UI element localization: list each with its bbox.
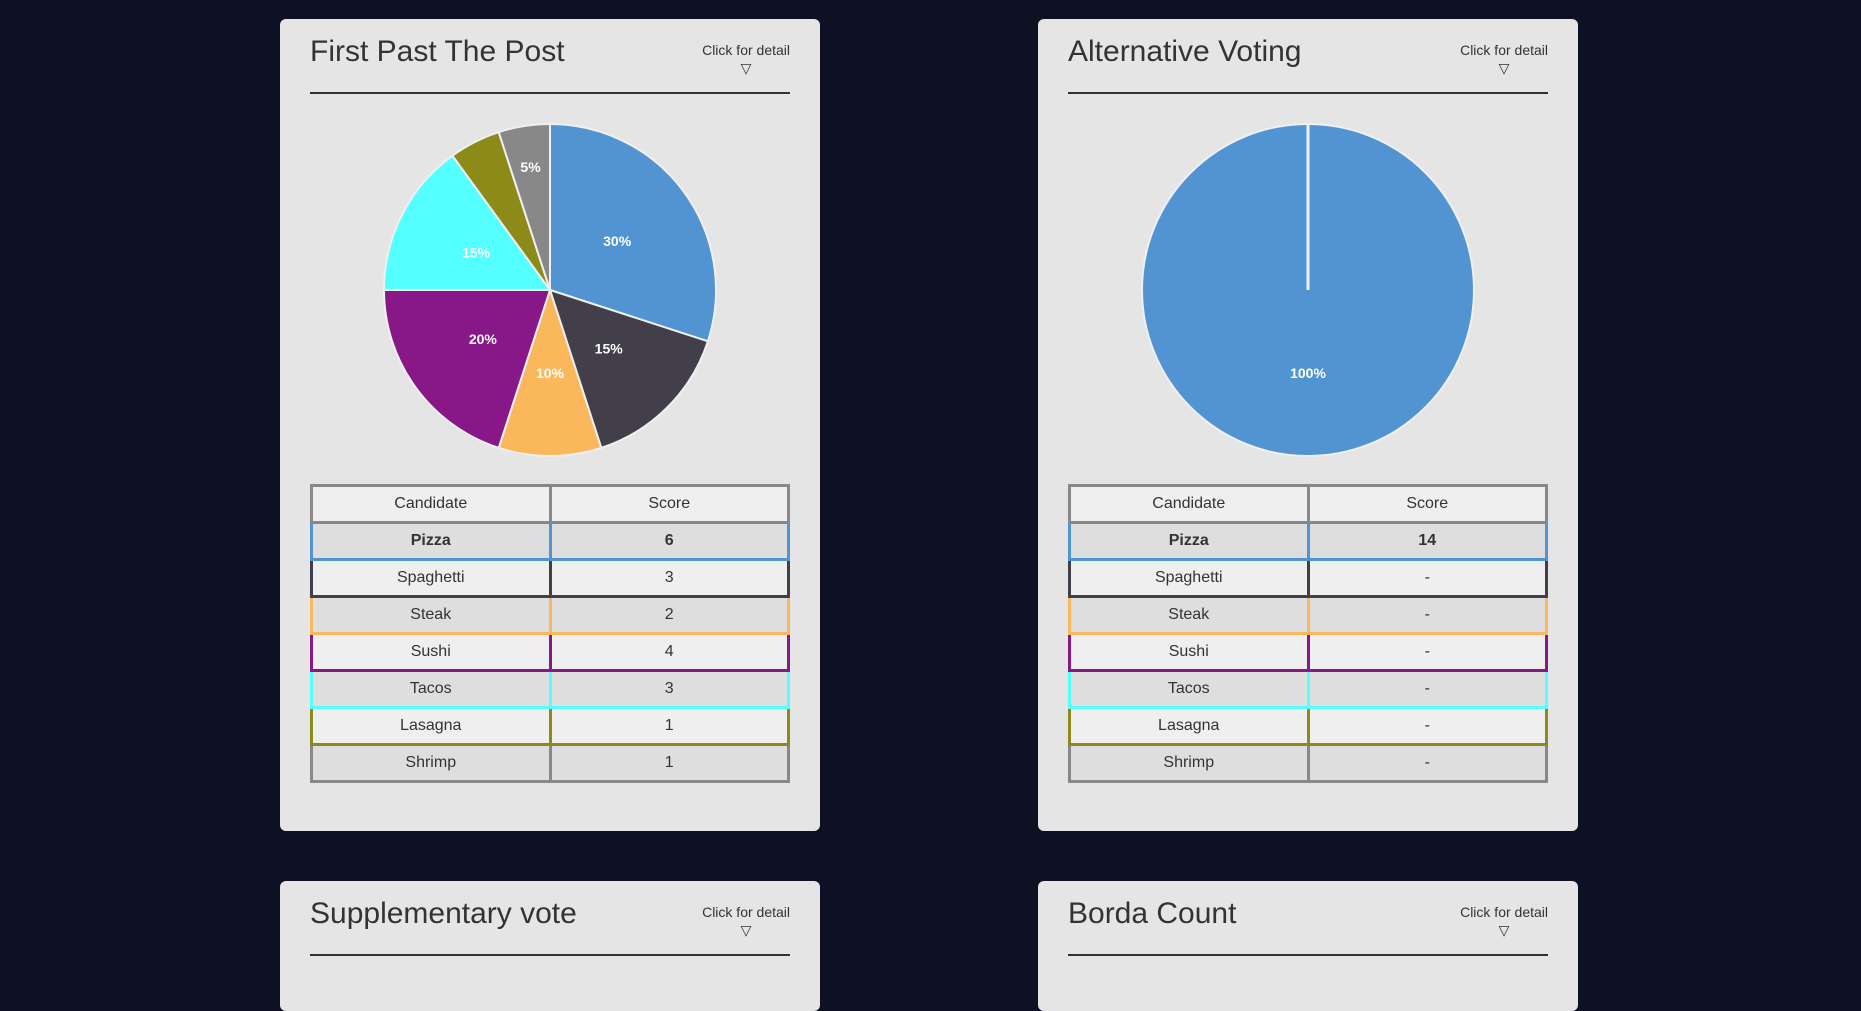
card-alternative-voting: Alternative Voting Click for detail ▽ 10… <box>1038 19 1578 831</box>
score-table: Candidate Score Pizza 14 Spaghetti - Steak - S… <box>1068 484 1548 783</box>
candidate-header: Candidate <box>1068 484 1310 524</box>
table-row: Lasagna - <box>1068 706 1548 746</box>
candidate-cell: Shrimp <box>310 743 552 783</box>
candidate-cell: Steak <box>1068 595 1310 635</box>
candidate-cell: Tacos <box>310 669 552 709</box>
score-header: Score <box>548 484 790 524</box>
table-row: Sushi 4 <box>310 632 790 672</box>
table-row: Spaghetti 3 <box>310 558 790 598</box>
candidate-cell: Steak <box>310 595 552 635</box>
candidate-cell: Spaghetti <box>1068 558 1310 598</box>
pie-label: 15% <box>462 244 491 260</box>
score-cell: 6 <box>548 521 790 561</box>
detail-label: Click for detail <box>702 42 790 58</box>
pie-chart-svg: 100% <box>1141 123 1475 457</box>
table-row: Spaghetti - <box>1068 558 1548 598</box>
candidate-cell: Shrimp <box>1068 743 1310 783</box>
table-row: Pizza 14 <box>1068 521 1548 561</box>
card-title: Alternative Voting <box>1068 35 1302 68</box>
candidate-cell: Spaghetti <box>310 558 552 598</box>
pie-chart-svg: 30% 15% 10% 20% 15% 5% <box>382 122 717 457</box>
pie-chart: 100% <box>1068 94 1548 484</box>
detail-label: Click for detail <box>1460 42 1548 58</box>
candidate-header: Candidate <box>310 484 552 524</box>
pie-slice-tacos <box>382 154 552 291</box>
candidate-cell: Lasagna <box>1068 706 1310 746</box>
score-cell: 1 <box>548 706 790 746</box>
card-header: Borda Count Click for detail ▽ <box>1068 881 1548 956</box>
pie-slice-steak <box>497 286 603 457</box>
card-supplementary-vote: Supplementary vote Click for detail ▽ <box>280 881 820 1011</box>
card-borda-count: Borda Count Click for detail ▽ <box>1038 881 1578 1011</box>
score-header: Score <box>1306 484 1548 524</box>
pie-chart: 30% 15% 10% 20% 15% 5% <box>310 94 790 484</box>
pie-label: 5% <box>520 159 541 175</box>
score-cell: 3 <box>548 558 790 598</box>
score-cell: 2 <box>548 595 790 635</box>
score-cell: 4 <box>548 632 790 672</box>
pie-label: 10% <box>536 365 565 381</box>
candidate-cell: Pizza <box>310 521 552 561</box>
score-cell: - <box>1306 558 1548 598</box>
pie-slice-sushi <box>382 289 552 450</box>
candidate-cell: Sushi <box>1068 632 1310 672</box>
candidate-cell: Pizza <box>1068 521 1310 561</box>
detail-toggle[interactable]: Click for detail ▽ <box>1460 903 1548 939</box>
score-cell: 1 <box>548 743 790 783</box>
candidate-cell: Sushi <box>310 632 552 672</box>
score-cell: - <box>1306 595 1548 635</box>
table-row: Steak - <box>1068 595 1548 635</box>
card-title: Supplementary vote <box>310 897 577 930</box>
pie-label: 15% <box>595 341 624 357</box>
card-first-past-the-post: First Past The Post Click for detail ▽ 3… <box>280 19 820 831</box>
table-row: Shrimp 1 <box>310 743 790 783</box>
table-row: Tacos - <box>1068 669 1548 709</box>
table-header-row: Candidate Score <box>1068 484 1548 524</box>
triangle-down-icon: ▽ <box>740 922 752 938</box>
triangle-down-icon: ▽ <box>1498 922 1510 938</box>
table-row: Shrimp - <box>1068 743 1548 783</box>
card-header: First Past The Post Click for detail ▽ <box>310 19 790 94</box>
card-title: Borda Count <box>1068 897 1237 930</box>
pie-label: 100% <box>1290 365 1326 381</box>
detail-label: Click for detail <box>1460 904 1548 920</box>
pie-label: 20% <box>469 331 498 347</box>
table-row: Sushi - <box>1068 632 1548 672</box>
table-row: Tacos 3 <box>310 669 790 709</box>
candidate-cell: Lasagna <box>310 706 552 746</box>
score-cell: - <box>1306 706 1548 746</box>
score-cell: 3 <box>548 669 790 709</box>
score-cell: 14 <box>1306 521 1548 561</box>
score-cell: - <box>1306 743 1548 783</box>
card-header: Supplementary vote Click for detail ▽ <box>310 881 790 956</box>
triangle-down-icon: ▽ <box>740 60 752 76</box>
candidate-cell: Tacos <box>1068 669 1310 709</box>
detail-toggle[interactable]: Click for detail ▽ <box>702 41 790 77</box>
table-row: Lasagna 1 <box>310 706 790 746</box>
pie-slice-pizza <box>549 122 717 343</box>
pie-label: 30% <box>603 233 632 249</box>
detail-toggle[interactable]: Click for detail ▽ <box>1460 41 1548 77</box>
table-header-row: Candidate Score <box>310 484 790 524</box>
score-table: Candidate Score Pizza 6 Spaghetti 3 Steak 2 Su… <box>310 484 790 783</box>
card-header: Alternative Voting Click for detail ▽ <box>1068 19 1548 94</box>
card-title: First Past The Post <box>310 35 565 68</box>
detail-label: Click for detail <box>702 904 790 920</box>
score-cell: - <box>1306 669 1548 709</box>
table-row: Steak 2 <box>310 595 790 635</box>
detail-toggle[interactable]: Click for detail ▽ <box>702 903 790 939</box>
score-cell: - <box>1306 632 1548 672</box>
table-row: Pizza 6 <box>310 521 790 561</box>
triangle-down-icon: ▽ <box>1498 60 1510 76</box>
pie-slice-shrimp <box>497 122 551 291</box>
